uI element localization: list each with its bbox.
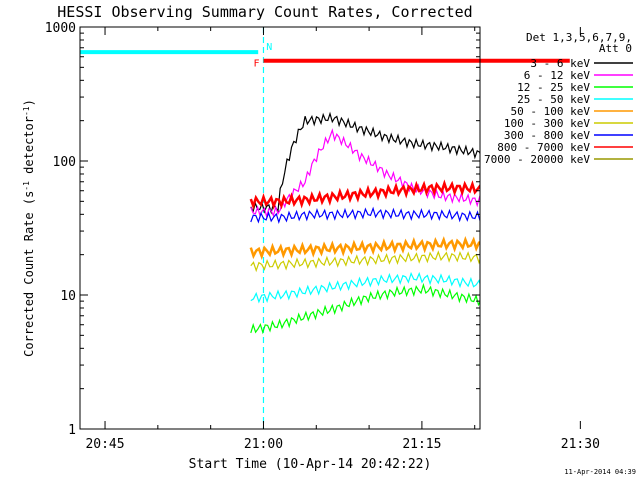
- series-line-4: [249, 236, 480, 260]
- y-tick-label: 1000: [45, 21, 76, 36]
- series-line-5: [250, 250, 480, 273]
- x-tick-label: 21:15: [402, 437, 441, 452]
- legend-title-line-1: Det 1,3,5,6,7,9,: [526, 31, 632, 44]
- y-tick-label: 100: [53, 155, 76, 170]
- markers-layer: [262, 27, 265, 429]
- legend-entry-label-6: 300 - 800 keV: [504, 129, 590, 142]
- series-layer: [249, 111, 480, 335]
- segment-label-N: N: [266, 42, 272, 53]
- legend-entry-label-7: 800 - 7000 keV: [497, 141, 590, 154]
- series-line-0: [250, 111, 480, 215]
- legend-entry-label-4: 50 - 100 keV: [511, 105, 591, 118]
- segment-label-F: F: [253, 59, 259, 70]
- legend-entry-label-0: 3 - 6 keV: [530, 57, 590, 70]
- y-tick-label: 10: [60, 289, 76, 304]
- x-tick-label: 21:30: [561, 437, 600, 452]
- axis-layer: 20:4521:0021:1521:3021:4522:0022:1511010…: [45, 21, 600, 452]
- y-tick-label: 1: [68, 423, 76, 438]
- legend-title-line-2: Att 0: [599, 42, 632, 55]
- legend-entry-label-1: 6 - 12 keV: [524, 69, 591, 82]
- series-line-2: [250, 282, 480, 335]
- x-axis-label: Start Time (10-Apr-14 20:42:22): [189, 457, 432, 472]
- y-axis-label: Corrected Count Rate (s-1 detector-1): [22, 99, 37, 357]
- plot-frame: [79, 26, 481, 430]
- legend-entry-label-2: 12 - 25 keV: [517, 81, 590, 94]
- x-tick-label: 21:00: [244, 437, 283, 452]
- legend-entry-label-5: 100 - 300 keV: [504, 117, 590, 130]
- legend-entry-label-3: 25 - 50 keV: [517, 93, 590, 106]
- series-line-7: [249, 179, 480, 211]
- series-line-1: [250, 128, 480, 219]
- chart-title: HESSI Observing Summary Count Rates, Cor…: [57, 3, 472, 21]
- x-tick-label: 20:45: [85, 437, 124, 452]
- series-line-6: [250, 206, 480, 225]
- timestamp: 11-Apr-2014 04:39: [564, 468, 636, 476]
- series-line-3: [250, 271, 480, 304]
- legend-entry-label-8: 7000 - 20000 keV: [484, 153, 590, 166]
- segments-layer: NFS: [80, 42, 570, 70]
